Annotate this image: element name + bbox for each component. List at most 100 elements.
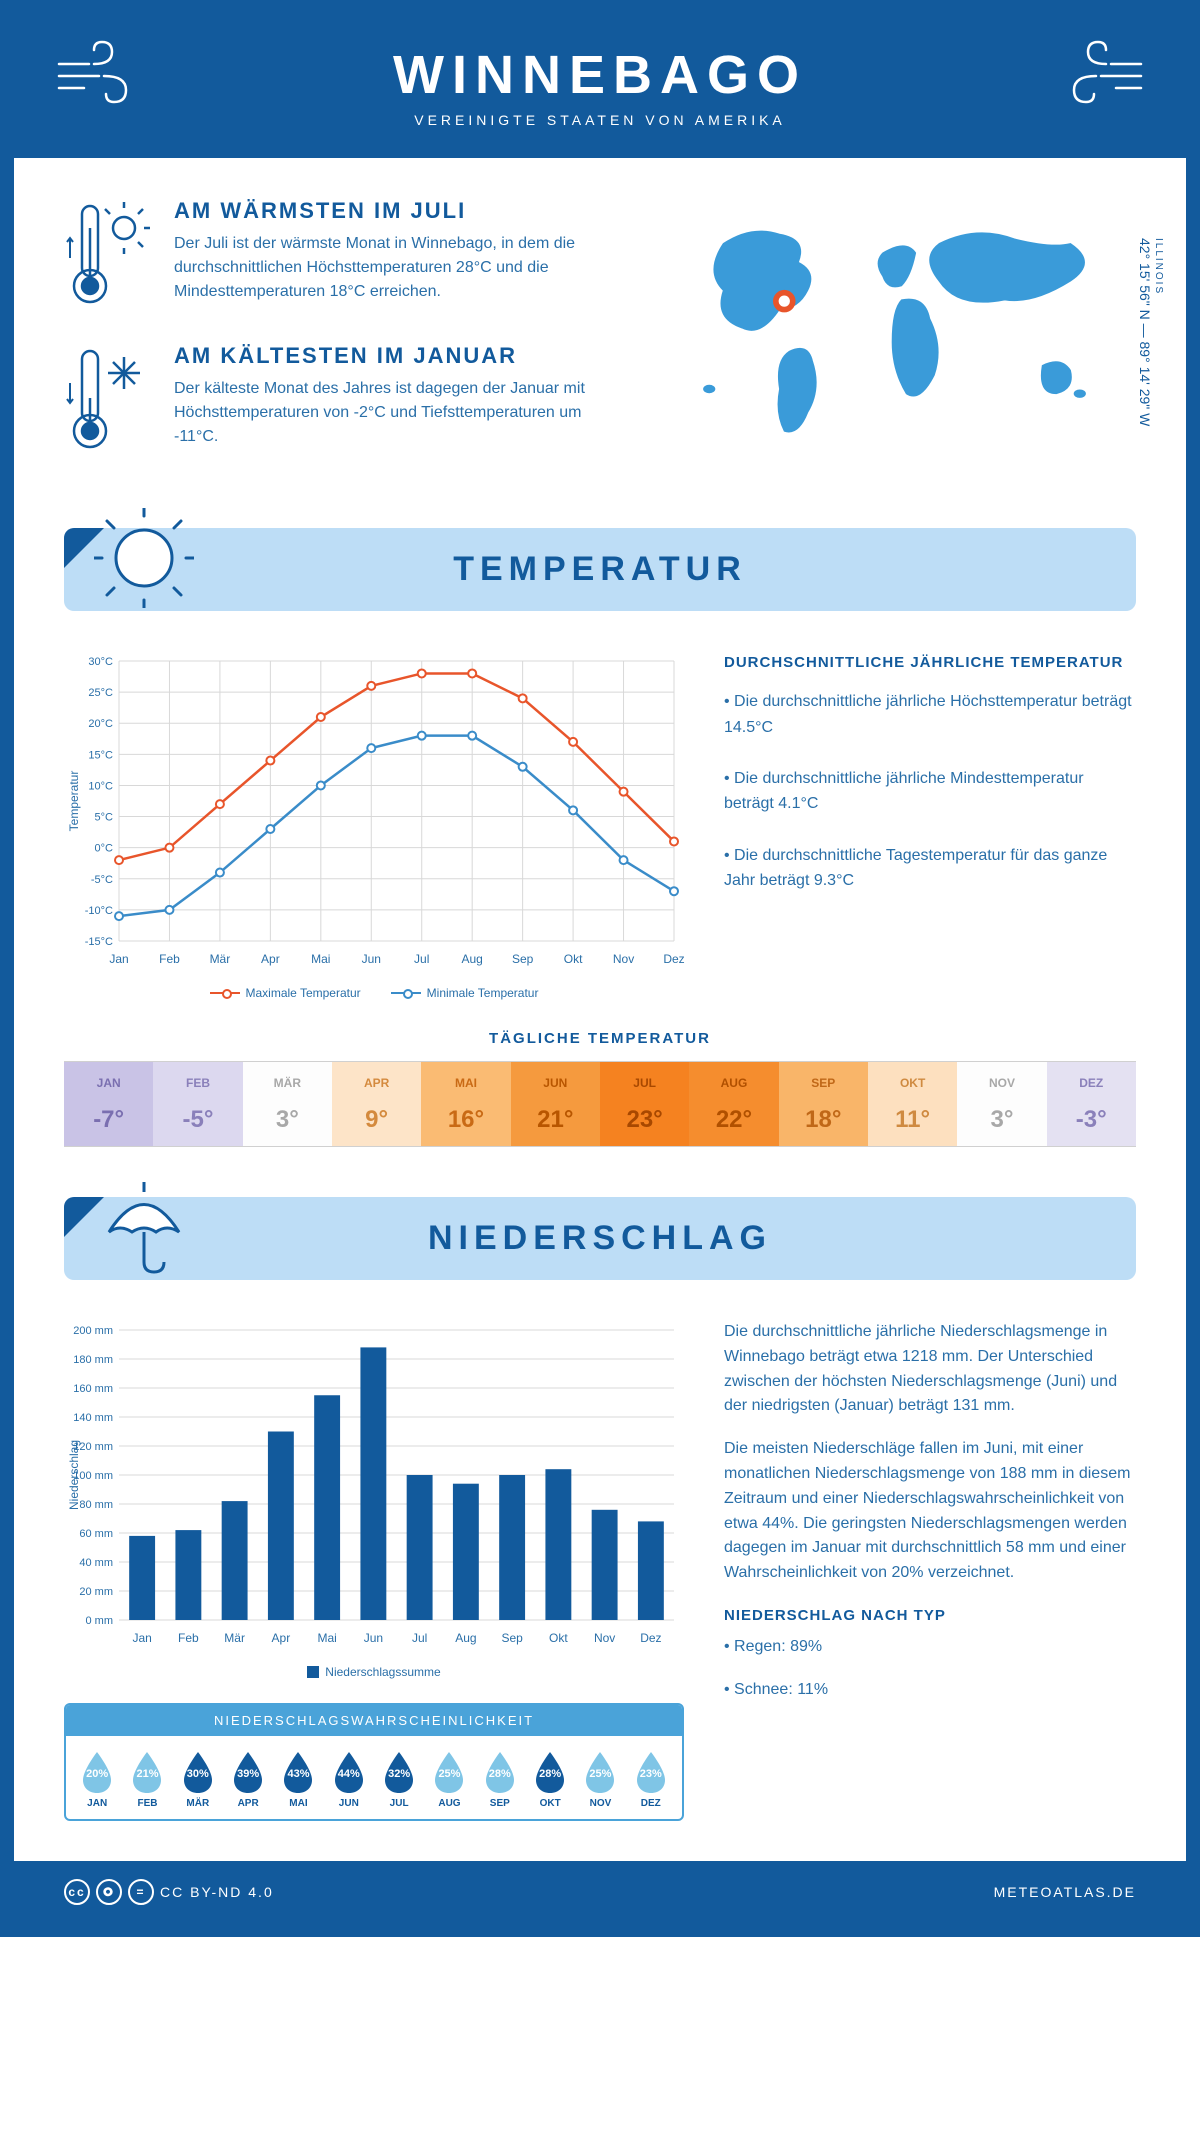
svg-text:Aug: Aug: [462, 952, 483, 966]
header: WINNEBAGO VEREINIGTE STAATEN VON AMERIKA: [14, 14, 1186, 158]
svg-text:Mär: Mär: [224, 1631, 245, 1645]
svg-text:-5°C: -5°C: [91, 874, 113, 886]
svg-text:Nov: Nov: [594, 1631, 615, 1645]
svg-text:Okt: Okt: [564, 952, 583, 966]
daily-cell: JUL23°: [600, 1062, 689, 1146]
svg-text:Apr: Apr: [272, 1631, 291, 1645]
footer: cc 🞉 = CC BY-ND 4.0 METEOATLAS.DE: [14, 1861, 1186, 1923]
precipitation-banner: NIEDERSCHLAG: [64, 1197, 1136, 1280]
svg-text:-15°C: -15°C: [85, 936, 113, 948]
temperature-banner: TEMPERATUR: [64, 528, 1136, 611]
daily-cell: JUN21°: [511, 1062, 600, 1146]
daily-cell: MÄR3°: [243, 1062, 332, 1146]
umbrella-icon: [94, 1177, 194, 1282]
probability-drop: 21%FEB: [124, 1750, 170, 1809]
svg-text:30°C: 30°C: [88, 656, 113, 668]
svg-text:200 mm: 200 mm: [73, 1325, 113, 1337]
svg-text:Jun: Jun: [362, 952, 381, 966]
daily-cell: JAN-7°: [64, 1062, 153, 1146]
fact-cold: AM KÄLTESTEN IM JANUAR Der kälteste Mona…: [64, 343, 627, 458]
svg-text:20°C: 20°C: [88, 718, 113, 730]
precipitation-chart: 0 mm20 mm40 mm60 mm80 mm100 mm120 mm140 …: [64, 1320, 684, 1679]
daily-cell: APR9°: [332, 1062, 421, 1146]
fact-warm: AM WÄRMSTEN IM JULI Der Juli ist der wär…: [64, 198, 627, 313]
svg-text:20 mm: 20 mm: [79, 1586, 113, 1598]
probability-drop: 25%NOV: [577, 1750, 623, 1809]
site-name: METEOATLAS.DE: [994, 1884, 1136, 1900]
world-map: [667, 198, 1136, 458]
svg-text:80 mm: 80 mm: [79, 1499, 113, 1511]
cc-icon: cc: [64, 1879, 90, 1905]
probability-drop: 28%SEP: [477, 1750, 523, 1809]
temperature-info: DURCHSCHNITTLICHE JÄHRLICHE TEMPERATUR •…: [724, 651, 1136, 1000]
svg-text:160 mm: 160 mm: [73, 1383, 113, 1395]
daily-temperature-table: TÄGLICHE TEMPERATUR JAN-7°FEB-5°MÄR3°APR…: [64, 1030, 1136, 1147]
svg-text:Dez: Dez: [663, 952, 684, 966]
probability-drop: 44%JUN: [326, 1750, 372, 1809]
svg-text:5°C: 5°C: [95, 812, 114, 824]
svg-text:Feb: Feb: [159, 952, 180, 966]
svg-text:15°C: 15°C: [88, 749, 113, 761]
svg-text:60 mm: 60 mm: [79, 1528, 113, 1540]
svg-text:Apr: Apr: [261, 952, 280, 966]
temperature-chart: -15°C -10°C -5°C 0°C 5°C 10°C 15°C 20°C 25°C 30°C…: [64, 651, 684, 1000]
svg-text:Dez: Dez: [640, 1631, 661, 1645]
svg-text:Aug: Aug: [455, 1631, 476, 1645]
wind-icon-left: [54, 34, 144, 109]
sun-icon: [94, 508, 194, 613]
by-icon: 🞉: [96, 1879, 122, 1905]
probability-drop: 30%MÄR: [175, 1750, 221, 1809]
coordinates: ILLINOIS 42° 15' 56" N — 89° 14' 29" W: [1137, 238, 1164, 426]
svg-text:Mai: Mai: [311, 952, 330, 966]
svg-text:10°C: 10°C: [88, 780, 113, 792]
daily-cell: MAI16°: [421, 1062, 510, 1146]
daily-cell: FEB-5°: [153, 1062, 242, 1146]
svg-text:Jan: Jan: [132, 1631, 151, 1645]
svg-text:Feb: Feb: [178, 1631, 199, 1645]
svg-text:25°C: 25°C: [88, 687, 113, 699]
svg-text:0°C: 0°C: [95, 843, 114, 855]
nd-icon: =: [128, 1879, 154, 1905]
svg-text:Mai: Mai: [317, 1631, 336, 1645]
thermometer-sun-icon: [64, 198, 154, 313]
svg-text:140 mm: 140 mm: [73, 1412, 113, 1424]
license: cc 🞉 = CC BY-ND 4.0: [64, 1879, 274, 1905]
precipitation-info: Die durchschnittliche jährliche Niedersc…: [724, 1320, 1136, 1821]
daily-cell: OKT11°: [868, 1062, 957, 1146]
daily-cell: NOV3°: [957, 1062, 1046, 1146]
svg-text:0 mm: 0 mm: [86, 1615, 114, 1627]
thermometer-snow-icon: [64, 343, 154, 458]
probability-drop: 43%MAI: [275, 1750, 321, 1809]
page-subtitle: VEREINIGTE STAATEN VON AMERIKA: [64, 112, 1136, 128]
svg-text:Nov: Nov: [613, 952, 634, 966]
probability-drop: 28%OKT: [527, 1750, 573, 1809]
svg-text:Okt: Okt: [549, 1631, 568, 1645]
svg-text:Jun: Jun: [364, 1631, 383, 1645]
probability-drop: 20%JAN: [74, 1750, 120, 1809]
svg-text:Jul: Jul: [412, 1631, 427, 1645]
fact-warm-title: AM WÄRMSTEN IM JULI: [174, 198, 627, 224]
svg-text:Niederschlag: Niederschlag: [67, 1440, 81, 1510]
svg-text:Mär: Mär: [210, 952, 231, 966]
daily-cell: DEZ-3°: [1047, 1062, 1136, 1146]
svg-text:180 mm: 180 mm: [73, 1354, 113, 1366]
probability-drop: 32%JUL: [376, 1750, 422, 1809]
svg-text:Temperatur: Temperatur: [67, 771, 81, 832]
wind-icon-right: [1056, 34, 1146, 109]
svg-text:Jul: Jul: [414, 952, 429, 966]
page-title: WINNEBAGO: [64, 44, 1136, 106]
fact-warm-text: Der Juli ist der wärmste Monat in Winneb…: [174, 232, 627, 304]
probability-drop: 23%DEZ: [628, 1750, 674, 1809]
svg-text:Jan: Jan: [109, 952, 128, 966]
fact-cold-text: Der kälteste Monat des Jahres ist dagege…: [174, 377, 627, 449]
svg-text:Sep: Sep: [501, 1631, 523, 1645]
daily-cell: SEP18°: [779, 1062, 868, 1146]
daily-cell: AUG22°: [689, 1062, 778, 1146]
fact-cold-title: AM KÄLTESTEN IM JANUAR: [174, 343, 627, 369]
svg-text:40 mm: 40 mm: [79, 1557, 113, 1569]
probability-drop: 25%AUG: [426, 1750, 472, 1809]
svg-text:-10°C: -10°C: [85, 905, 113, 917]
probability-drop: 39%APR: [225, 1750, 271, 1809]
svg-text:Sep: Sep: [512, 952, 534, 966]
probability-box: NIEDERSCHLAGSWAHRSCHEINLICHKEIT 20%JAN21…: [64, 1703, 684, 1821]
